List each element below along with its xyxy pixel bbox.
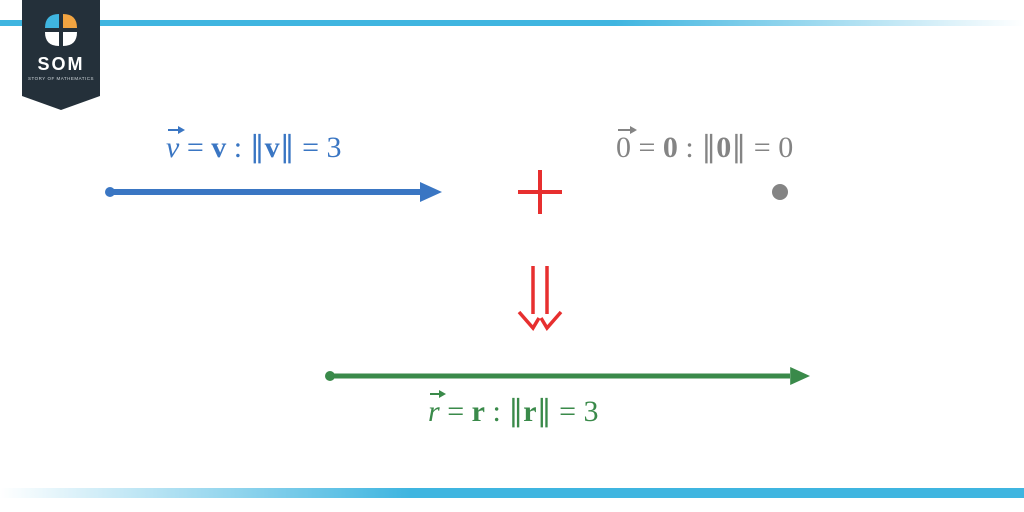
formula-r: r = r : ∥r∥ = 3 [428,394,599,429]
logo-badge: SOM STORY OF MATHEMATICS [22,0,100,96]
implies-arrow [519,266,561,328]
vector-v [105,182,442,202]
vector-r [325,367,810,385]
logo-subtext: STORY OF MATHEMATICS [22,76,100,81]
vector-diagram [0,0,1024,512]
formula-v: v = v : ∥v∥ = 3 [166,130,342,165]
logo-text: SOM [22,54,100,75]
logo-icon [43,12,79,48]
vector-zero [772,184,788,200]
formula-zero: 0 = 0 : ∥0∥ = 0 [616,130,793,165]
plus-operator [518,170,562,214]
